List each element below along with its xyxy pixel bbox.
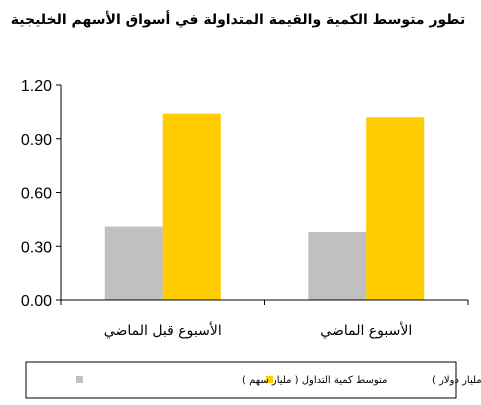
- y-tick-label: 0.90: [21, 132, 52, 149]
- bar-quantity-2: [308, 232, 366, 300]
- y-axis: 0.00 0.30 0.60 0.90 1.20: [21, 78, 61, 310]
- legend-frame: [26, 362, 456, 398]
- legend-label-quantity: متوسط كمية التداول ( مليار سهم ): [242, 375, 387, 386]
- bar-quantity-1: [105, 227, 163, 300]
- y-tick-label: 0.30: [21, 239, 52, 256]
- bar-value-2: [366, 117, 424, 300]
- x-category-label: الأسبوع الماضي: [320, 321, 412, 339]
- y-tick-label: 0.60: [21, 186, 52, 203]
- legend-swatch-quantity: [76, 376, 83, 383]
- bars: [105, 114, 425, 300]
- bar-value-1: [163, 114, 221, 300]
- x-axis: الأسبوع قبل الماضي الأسبوع الماضي: [61, 300, 468, 339]
- legend: متوسط قيمة التداول ( مليار دولار ) متوسط …: [26, 362, 481, 398]
- legend-label-value: متوسط قيمة التداول ( مليار دولار ): [432, 375, 481, 386]
- y-tick-label: 0.00: [21, 293, 52, 310]
- chart-title: تطور متوسط الكمية والقيمة المتداولة في أ…: [11, 10, 465, 28]
- x-category-label: الأسبوع قبل الماضي: [104, 321, 222, 339]
- y-tick-label: 1.20: [21, 78, 52, 95]
